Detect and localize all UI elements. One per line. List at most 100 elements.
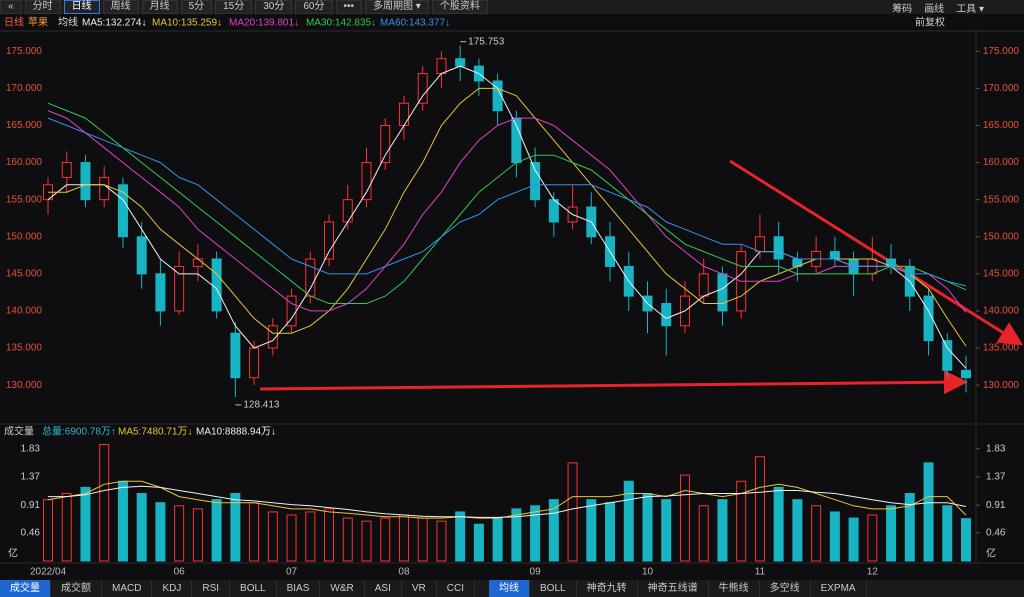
candle-body	[530, 162, 541, 201]
volume-bar	[605, 502, 616, 562]
volume-bar	[642, 493, 653, 562]
candle-body	[361, 162, 372, 201]
tab[interactable]: ASI	[365, 580, 402, 597]
volume-title: 成交量	[4, 425, 34, 438]
volume-bar	[679, 474, 690, 562]
unit: 亿	[8, 547, 18, 560]
volume-bar	[923, 462, 934, 562]
y-tick-label: 150.000	[6, 231, 43, 242]
tab[interactable]: 神奇五线谱	[638, 580, 709, 597]
candle-body	[174, 265, 185, 312]
y-tick-label: 135.000	[6, 343, 43, 354]
tab[interactable]: VR	[402, 580, 437, 597]
candle-body	[923, 295, 934, 342]
tab[interactable]: 成交额	[51, 580, 102, 597]
tab[interactable]: EXPMA	[811, 580, 867, 597]
toolbar-button[interactable]: 15分	[215, 0, 253, 14]
y-tick-label: 145.000	[983, 268, 1020, 279]
toolbar-button[interactable]: 60分	[295, 0, 333, 14]
ma-line	[47, 117, 967, 287]
y-tick-label: 175.000	[983, 46, 1020, 57]
legend-entry: MA60:143.377↓	[380, 18, 450, 29]
toolbar-button[interactable]: 筹码	[892, 3, 913, 15]
candle-body	[155, 273, 166, 312]
x-tick-label: 2022/04	[30, 567, 67, 578]
tab[interactable]: BIAS	[277, 580, 321, 597]
toolbar-button[interactable]: 工具 ▾	[956, 3, 984, 15]
tab[interactable]: W&R	[320, 580, 365, 597]
y-tick-label: 0.91	[21, 500, 41, 511]
tab[interactable]: RSI	[192, 580, 231, 597]
tab[interactable]: 神奇九转	[577, 580, 638, 597]
candle-body	[773, 236, 784, 260]
toolbar: «分时 日线 周线 月线 5分 15分 30分 60分 ••• 多周期图 ▾ 个股资料	[0, 0, 1024, 14]
adjust: 前复权	[915, 16, 945, 29]
candle-body	[61, 162, 72, 178]
toolbar-button[interactable]: 日线	[63, 0, 100, 14]
y-tick-label: 165.000	[983, 120, 1020, 131]
toolbar-button[interactable]: 5分	[180, 0, 213, 14]
y-tick-label: 170.000	[983, 83, 1020, 94]
tab[interactable]: MACD	[102, 580, 153, 597]
volume-bar	[736, 480, 747, 562]
tab[interactable]: CCI	[437, 580, 476, 597]
candle-body	[717, 273, 728, 312]
volume-bar	[99, 443, 110, 562]
y-tick-label: 130.000	[6, 380, 43, 391]
candle-body	[492, 80, 503, 112]
x-tick-label: 06	[174, 567, 186, 578]
candle-body	[324, 221, 335, 260]
toolbar-button[interactable]: 月线	[141, 0, 178, 14]
volume-bar	[698, 505, 709, 562]
volume-bar	[886, 505, 897, 562]
toolbar-button[interactable]: 周线	[102, 0, 139, 14]
volume-bar	[155, 502, 166, 562]
tab[interactable]: 多空线	[760, 580, 811, 597]
tab[interactable]: BOLL	[530, 580, 577, 597]
tab[interactable]: KDJ	[152, 580, 193, 597]
toolbar-button[interactable]: •••	[335, 0, 363, 14]
y-tick-label: 165.000	[6, 120, 43, 131]
legend-entry: MA5:132.274↓	[82, 18, 147, 29]
toolbar-button[interactable]: 个股资料	[431, 0, 488, 14]
volume-bar	[305, 511, 316, 562]
tab[interactable]: 牛熊线	[709, 580, 760, 597]
candle-body	[548, 199, 559, 223]
candle-body	[829, 251, 840, 260]
volume-bar	[455, 511, 466, 562]
candle-body	[117, 184, 128, 238]
y-tick-label: 0.46	[986, 527, 1006, 538]
candle-body	[398, 102, 409, 126]
toolbar-button[interactable]: 30分	[255, 0, 293, 14]
indicator-tabs: 成交量 成交额 MACD KDJ RSI BOLL BIAS W&R ASI VR CCI 均线 BOL…	[0, 580, 1024, 597]
volume-bar	[342, 517, 353, 562]
volume-bar	[792, 499, 803, 562]
trend-line	[729, 159, 1024, 346]
candle-body	[380, 124, 391, 164]
ma-line	[48, 87, 967, 347]
spacer	[475, 580, 489, 597]
toolbar-button[interactable]: «	[0, 0, 22, 14]
candle-body	[230, 332, 241, 379]
toolbar-button[interactable]: 分时	[24, 0, 61, 14]
volume-bar	[811, 505, 822, 562]
y-tick-label: 1.37	[21, 472, 41, 483]
legend-entry: MA5:7480.71万↓	[118, 427, 193, 438]
volume-bar	[324, 508, 335, 562]
toolbar-button[interactable]: 多周期图 ▾	[365, 0, 429, 14]
tab[interactable]: 成交量	[0, 580, 51, 597]
volume-bar	[961, 518, 971, 562]
toolbar-button[interactable]: 画线	[924, 3, 945, 15]
volume-bar	[623, 480, 634, 562]
legend-entry: MA20:139.801↓	[229, 18, 299, 29]
volume-bar	[773, 486, 784, 562]
candle-body	[417, 73, 428, 104]
tab[interactable]: BOLL	[230, 580, 277, 597]
volume-bar	[417, 517, 428, 562]
annotation: 175.753	[468, 36, 505, 47]
x-tick-label: 10	[642, 567, 654, 578]
x-tick-label: 11	[755, 567, 766, 578]
tab[interactable]: 均线	[489, 580, 531, 597]
y-tick-label: 0.91	[986, 500, 1006, 511]
